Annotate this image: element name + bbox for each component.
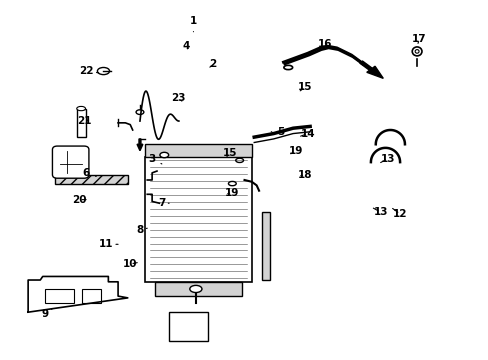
Text: 14: 14	[300, 129, 314, 139]
Bar	[144, 157, 251, 282]
Ellipse shape	[235, 158, 243, 162]
Text: 4: 4	[182, 41, 189, 51]
Text: 18: 18	[297, 170, 312, 180]
Text: 1: 1	[189, 16, 197, 32]
Text: 20: 20	[72, 195, 86, 204]
FancyArrow shape	[359, 61, 383, 78]
Bar	[81, 289, 101, 303]
Ellipse shape	[97, 67, 109, 75]
Ellipse shape	[77, 107, 85, 111]
Ellipse shape	[136, 110, 143, 114]
Bar	[154, 282, 242, 296]
Ellipse shape	[414, 50, 418, 53]
Text: 13: 13	[372, 207, 387, 217]
Bar	[77, 109, 85, 137]
Text: 12: 12	[392, 208, 407, 219]
Bar	[261, 212, 270, 280]
Ellipse shape	[228, 181, 236, 186]
Text: 21: 21	[77, 116, 91, 126]
FancyBboxPatch shape	[52, 146, 89, 178]
Bar	[144, 144, 251, 157]
Text: 22: 22	[79, 66, 99, 76]
Text: 23: 23	[171, 93, 186, 103]
Text: 15: 15	[297, 82, 312, 92]
Text: 10: 10	[123, 259, 137, 269]
Text: 13: 13	[380, 154, 394, 163]
Text: 9: 9	[41, 309, 52, 319]
Text: 11: 11	[99, 239, 118, 249]
Text: 5: 5	[271, 127, 284, 137]
Ellipse shape	[284, 65, 292, 69]
Bar	[169, 312, 207, 341]
Ellipse shape	[160, 152, 168, 158]
Bar	[55, 175, 127, 184]
Text: 17: 17	[411, 34, 426, 44]
Text: 19: 19	[224, 188, 239, 198]
Text: 3: 3	[148, 154, 162, 164]
Ellipse shape	[189, 285, 202, 293]
Text: 7: 7	[158, 198, 169, 208]
Text: 8: 8	[136, 225, 147, 235]
Text: 15: 15	[222, 148, 237, 158]
Text: 2: 2	[209, 59, 216, 69]
Text: 19: 19	[288, 147, 302, 157]
Text: 16: 16	[317, 39, 331, 49]
Bar	[45, 289, 74, 303]
Text: 6: 6	[82, 168, 96, 178]
FancyArrow shape	[137, 139, 142, 151]
Ellipse shape	[411, 47, 421, 56]
